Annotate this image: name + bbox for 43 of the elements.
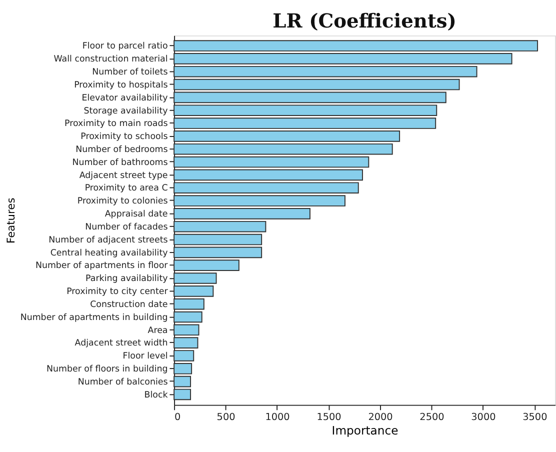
x-tick-label: 1000 bbox=[265, 412, 290, 423]
y-tick-label: Proximity to main roads bbox=[64, 119, 168, 130]
bar bbox=[174, 388, 192, 400]
x-tick-label: 2500 bbox=[420, 412, 444, 423]
y-tick-label: Storage availability bbox=[84, 106, 168, 116]
y-tick-label: Number of floors in building bbox=[46, 364, 168, 375]
y-tick-label: Number of facades bbox=[85, 222, 168, 232]
y-tick-label: Proximity to hospitals bbox=[74, 80, 168, 90]
y-tick-label: Number of apartments in floor bbox=[35, 261, 168, 272]
y-tick-label: Elevator availability bbox=[82, 93, 168, 104]
y-tick-label: Number of apartments in building bbox=[20, 312, 168, 323]
bar bbox=[174, 156, 370, 168]
y-tick-label: Adjacent street type bbox=[79, 170, 168, 181]
x-tick-label: 2000 bbox=[368, 412, 393, 423]
y-tick-label: Block bbox=[144, 390, 168, 400]
y-tick-label: Proximity to colonies bbox=[77, 196, 168, 207]
x-tick-label: 3000 bbox=[471, 412, 496, 423]
chart-title: LR (Coefficients) bbox=[272, 10, 456, 33]
bar bbox=[174, 311, 202, 323]
y-tick-label: Adjacent street width bbox=[74, 338, 168, 349]
y-tick-label: Proximity to schools bbox=[80, 132, 168, 142]
y-tick-label: Parking availability bbox=[86, 274, 168, 284]
bar bbox=[174, 234, 262, 246]
y-tick-label: Floor to parcel ratio bbox=[82, 42, 168, 52]
y-tick-label: Wall construction material bbox=[54, 54, 168, 65]
x-tick-label: 3500 bbox=[522, 412, 548, 423]
y-tick-label: Area bbox=[148, 326, 168, 336]
y-tick-label: Number of bedrooms bbox=[76, 145, 168, 155]
y-tick-label: Number of bathrooms bbox=[72, 158, 168, 168]
y-tick-label: Appraisal date bbox=[104, 210, 168, 220]
y-tick-label: Central heating availability bbox=[50, 248, 168, 258]
x-axis-title: Importance bbox=[332, 423, 398, 438]
y-tick-label: Number of adjacent streets bbox=[48, 235, 168, 246]
x-tick-label: 1500 bbox=[316, 412, 342, 423]
x-tick-label: 0 bbox=[174, 412, 181, 423]
x-tick-label: 500 bbox=[216, 412, 236, 423]
y-tick-label: Floor level bbox=[122, 352, 168, 362]
y-tick-label: Number of balconies bbox=[78, 377, 168, 388]
y-tick-label: Number of toilets bbox=[92, 68, 168, 78]
y-tick-label: Construction date bbox=[90, 300, 168, 310]
y-axis-title: Features bbox=[4, 197, 18, 244]
y-tick-label: Proximity to area C bbox=[84, 184, 168, 194]
y-tick-label: Proximity to city center bbox=[66, 287, 168, 298]
